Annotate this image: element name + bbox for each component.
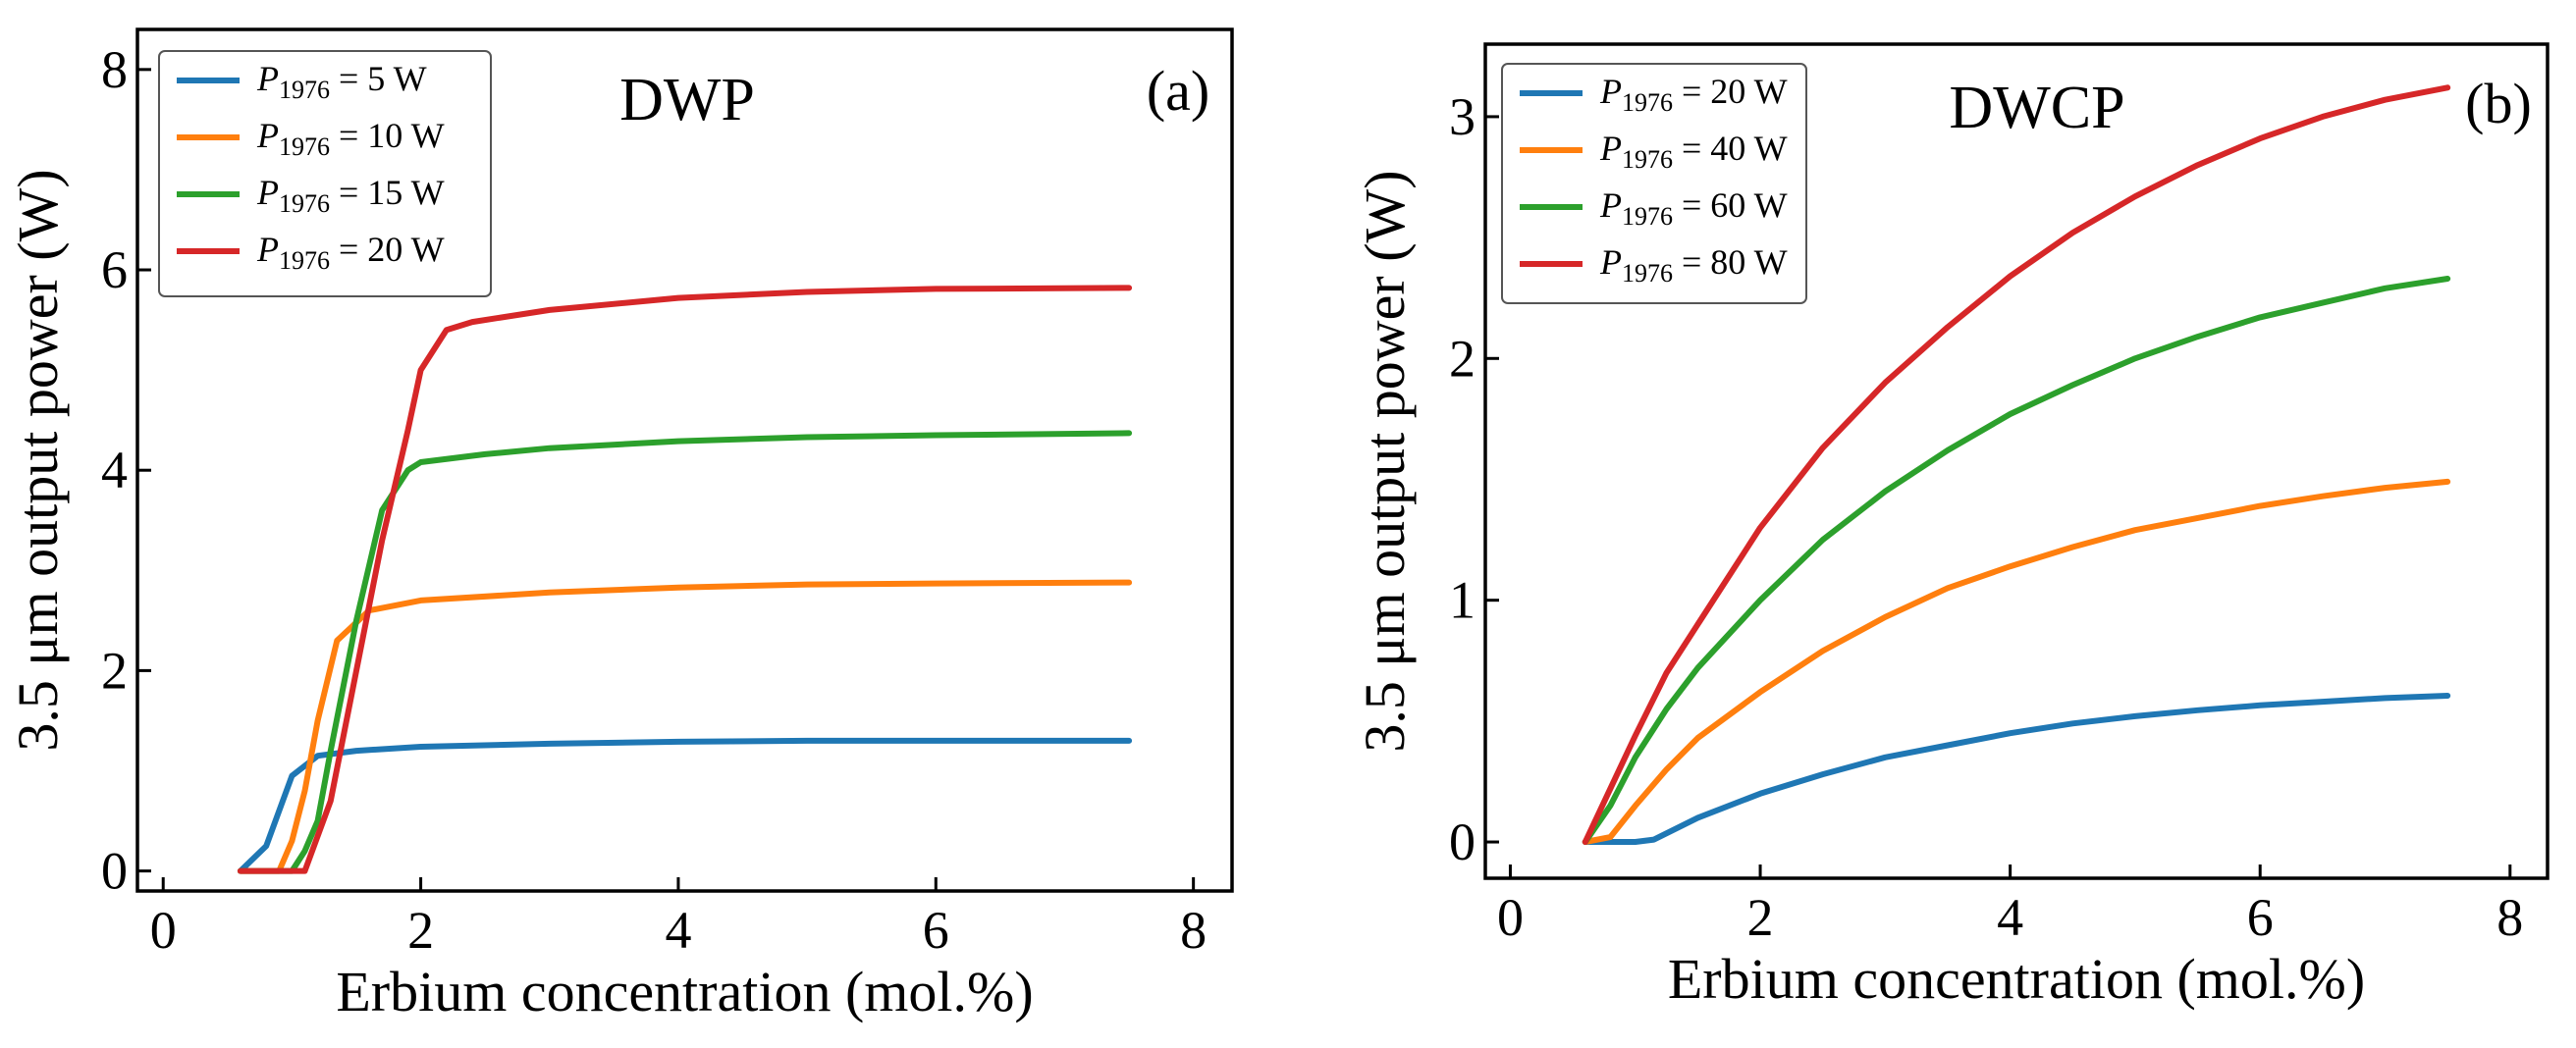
y-tick-label: 6 xyxy=(101,240,128,299)
series-line-1 xyxy=(1582,478,2451,845)
plot-frame xyxy=(1483,42,2549,880)
series-line-3 xyxy=(1582,84,2451,845)
legend-entry-0: P1976 = 5 W xyxy=(256,59,427,104)
chart-title: DWP xyxy=(619,67,755,133)
x-tick-label: 6 xyxy=(923,901,949,960)
series-line-1 xyxy=(237,579,1133,874)
x-tick-label: 4 xyxy=(665,901,691,960)
x-tick-label: 4 xyxy=(1997,888,2023,947)
legend: P1976 = 20 W P1976 = 40 W P1976 = 60 W P197… xyxy=(1501,63,1807,304)
y-axis-label: 3.5 μm output power (W) xyxy=(1353,170,1417,752)
x-tick-label: 8 xyxy=(1180,901,1207,960)
plot-frame xyxy=(135,27,1234,893)
series-line-2 xyxy=(237,430,1133,874)
x-tick-label: 0 xyxy=(1497,888,1524,947)
y-tick-label: 3 xyxy=(1449,87,1476,146)
x-tick-label: 6 xyxy=(2247,888,2274,947)
chart-panel-b: 0 2 4 6 8 0 1 2 3 Erbium concentration (mol.%) 3.5… xyxy=(1353,42,2549,1011)
legend-entry-2: P1976 = 15 W xyxy=(256,173,445,218)
series-line-3 xyxy=(237,285,1133,874)
legend-box xyxy=(158,50,492,297)
x-tick-label: 2 xyxy=(1747,888,1774,947)
chart-title: DWCP xyxy=(1949,75,2124,141)
y-tick-label: 1 xyxy=(1449,571,1476,630)
series-line-2 xyxy=(1582,276,2451,845)
x-axis-label: Erbium concentration (mol.%) xyxy=(336,960,1033,1023)
y-tick-label: 2 xyxy=(1449,329,1476,388)
x-tick-label: 0 xyxy=(150,901,177,960)
series-line-0 xyxy=(237,737,1133,874)
legend-entry-1: P1976 = 40 W xyxy=(1599,129,1788,174)
y-tick-label: 4 xyxy=(101,441,128,499)
legend-box xyxy=(1501,63,1807,304)
y-tick-label: 0 xyxy=(1449,812,1476,871)
legend-entry-1: P1976 = 10 W xyxy=(256,116,445,161)
series-line-0 xyxy=(1582,693,2451,845)
legend: P1976 = 5 W P1976 = 10 W P1976 = 15 W P1976… xyxy=(158,50,492,297)
y-axis-label: 3.5 μm output power (W) xyxy=(6,169,70,751)
y-tick-label: 8 xyxy=(101,40,128,99)
legend-entry-0: P1976 = 20 W xyxy=(1599,72,1788,117)
y-tick-label: 0 xyxy=(101,842,128,901)
panel-label: (a) xyxy=(1147,59,1209,123)
y-tick-label: 2 xyxy=(101,641,128,700)
x-axis-label: Erbium concentration (mol.%) xyxy=(1668,947,2365,1011)
x-tick-label: 2 xyxy=(407,901,434,960)
legend-entry-3: P1976 = 20 W xyxy=(256,230,445,275)
legend-entry-2: P1976 = 60 W xyxy=(1599,185,1788,231)
x-tick-label: 8 xyxy=(2496,888,2523,947)
panel-label: (b) xyxy=(2465,72,2532,135)
legend-entry-3: P1976 = 80 W xyxy=(1599,242,1788,288)
chart-panel-a: 0 2 4 6 8 0 2 4 6 8 Erbium concentration (mol.%) 3.… xyxy=(6,27,1234,1023)
